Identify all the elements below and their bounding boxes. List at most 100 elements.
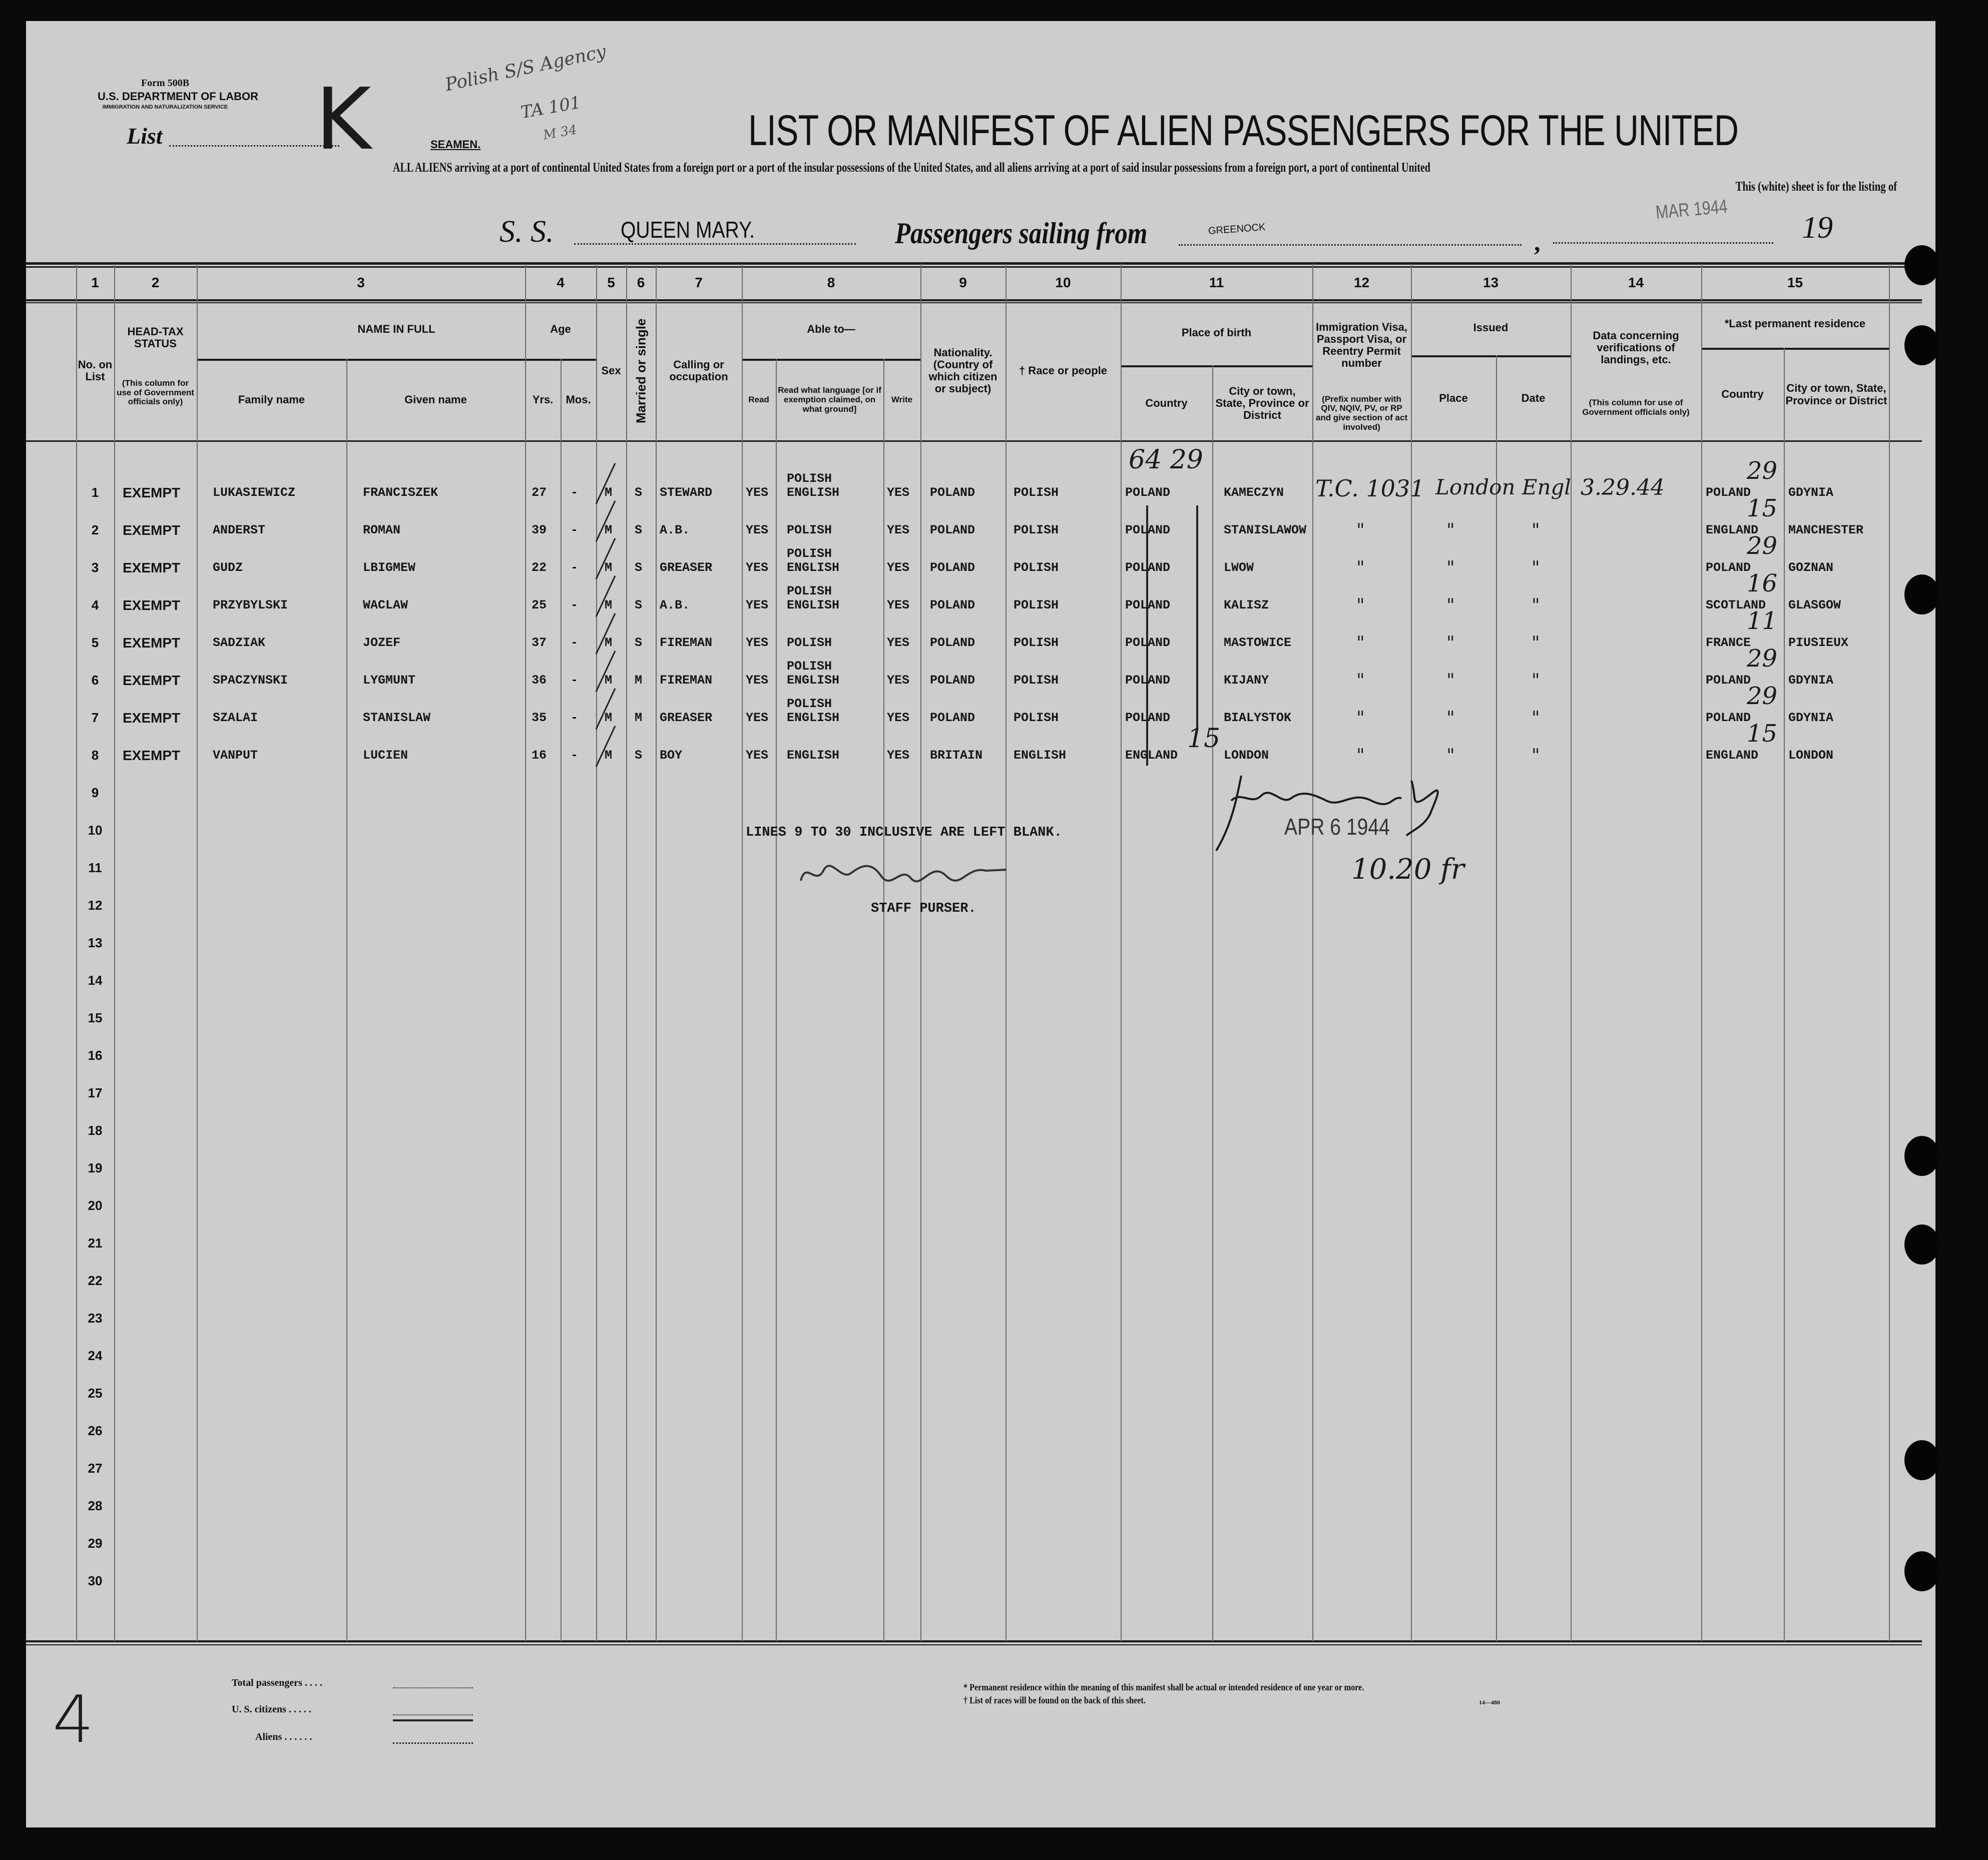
cell-head-tax: EXEMPT [123,673,181,688]
cell-yrs: 22 [532,560,547,575]
residence-code: 29 [1747,532,1778,560]
column-header-label: Mos. [566,393,591,406]
row-number: 14 [88,973,103,988]
row-number: 19 [88,1160,103,1175]
cell-language: POLISH [787,636,832,650]
cell-occupation: A.B. [660,598,690,612]
cell-birth-city: KIJANY [1224,673,1269,688]
column-header: Place of birth [1122,300,1311,365]
cell-marital: S [635,485,643,500]
instructions-line-1: ALL ALIENS arriving at a port of contine… [393,160,1430,175]
column-header: Mos. [562,359,595,441]
binder-hole [1904,1551,1939,1591]
cell-res-country: SCOTLAND [1706,598,1766,612]
staff-purser-label: STAFF PURSER. [871,901,976,916]
column-header-label: Married or single [633,318,649,423]
cell-marital: S [635,748,643,763]
issued-place: " [1446,558,1455,578]
column-header-label: Place [1439,391,1468,404]
cell-birth-country: ENGLAND [1125,748,1178,763]
print-code: 14—480 [1479,1699,1500,1706]
issued-place: " [1446,746,1455,766]
cell-given: WACLAW [363,598,408,612]
cell-race: POLISH [1014,485,1059,500]
column-header: † Race or people [1007,300,1119,441]
column-line [1701,264,1702,1641]
cell-res-city: LONDON [1788,748,1834,763]
seamen-label: SEAMEN. [430,138,481,151]
purser-signature [800,865,1007,883]
row-number: 2 [91,522,99,537]
subheader-rule [1411,355,1571,357]
cell-res-country: POLAND [1706,711,1751,725]
cell-nationality: POLAND [930,636,975,650]
cell-mos: - [571,598,579,612]
issued-place: " [1446,595,1455,616]
cell-family: SADZIAK [213,636,266,650]
issued-date: " [1532,708,1540,729]
column-header: Country [1122,365,1211,441]
rule-top [25,266,1922,268]
row-number: 30 [88,1573,103,1588]
comma: , [1534,228,1541,256]
cell-sex: M [605,748,613,763]
cell-marital: M [635,673,643,688]
inspector-signature [1215,775,1439,852]
cell-occupation: FIREMAN [660,636,713,650]
cell-language: POLISH [787,523,832,537]
issued-place: London Engl [1435,475,1571,499]
row-number: 20 [88,1198,103,1213]
cell-res-country: POLAND [1706,485,1751,500]
visa-number: " [1356,558,1365,578]
cell-occupation: GREASER [660,711,713,725]
column-line [76,264,77,1641]
column-number: 15 [1787,275,1803,290]
cell-sex: M [605,523,613,537]
cell-language: POLISH ENGLISH [787,584,840,612]
column-header: Immigration Visa, Passport Visa, or Reen… [1314,305,1409,385]
cell-yrs: 35 [532,711,547,725]
us-citizens-label: U. S. citizens . . . . . [232,1704,311,1715]
aliens-field [393,1742,473,1744]
visa-number: " [1356,595,1365,616]
row-number: 1 [91,485,99,500]
cell-yrs: 39 [532,523,547,537]
year-prefix: 19 [1802,211,1833,245]
cell-write: YES [887,523,910,537]
column-line [197,264,198,1641]
cell-read: YES [746,748,769,763]
cell-nationality: POLAND [930,711,975,725]
issued-date: " [1532,633,1540,654]
column-number: 1 [91,275,99,290]
column-header-label: Nationality. (Country of which citizen o… [928,346,998,395]
column-header-label: HEAD-TAX STATUS [127,325,184,350]
cell-birth-city: BIALYSTOK [1224,711,1292,725]
cell-marital: S [635,598,643,612]
column-header-label: Given name [404,393,467,406]
cell-mos: - [571,673,579,688]
visa-number: " [1356,671,1365,691]
column-header: Issued [1412,300,1569,355]
visa-number: " [1356,520,1365,541]
row-number: 24 [88,1348,103,1363]
cell-res-country: POLAND [1706,673,1751,688]
column-header: HEAD-TAX STATUS [116,315,195,360]
list-label: List [127,123,163,149]
visa-number: " [1356,633,1365,654]
issued-date: " [1532,746,1540,766]
column-line [656,264,657,1641]
cell-race: POLISH [1014,560,1059,575]
column-header-label: (This column for use of Government offic… [1582,398,1690,417]
column-header-label: Data concerning verifications of landing… [1593,329,1679,366]
ship-name: QUEEN MARY. [621,217,755,243]
cell-yrs: 27 [532,485,547,500]
column-header-label: City or town, State, Province or Distric… [1215,384,1309,422]
residence-code: 29 [1747,457,1778,485]
column-header-label: Read what language [or if exemption clai… [778,385,881,414]
cell-occupation: STEWARD [660,485,713,500]
column-header-label: Family name [238,393,305,406]
rule-top [25,262,1922,265]
column-line [920,264,921,1641]
cell-res-city: GDYNIA [1788,673,1834,688]
column-line [1121,264,1122,1641]
